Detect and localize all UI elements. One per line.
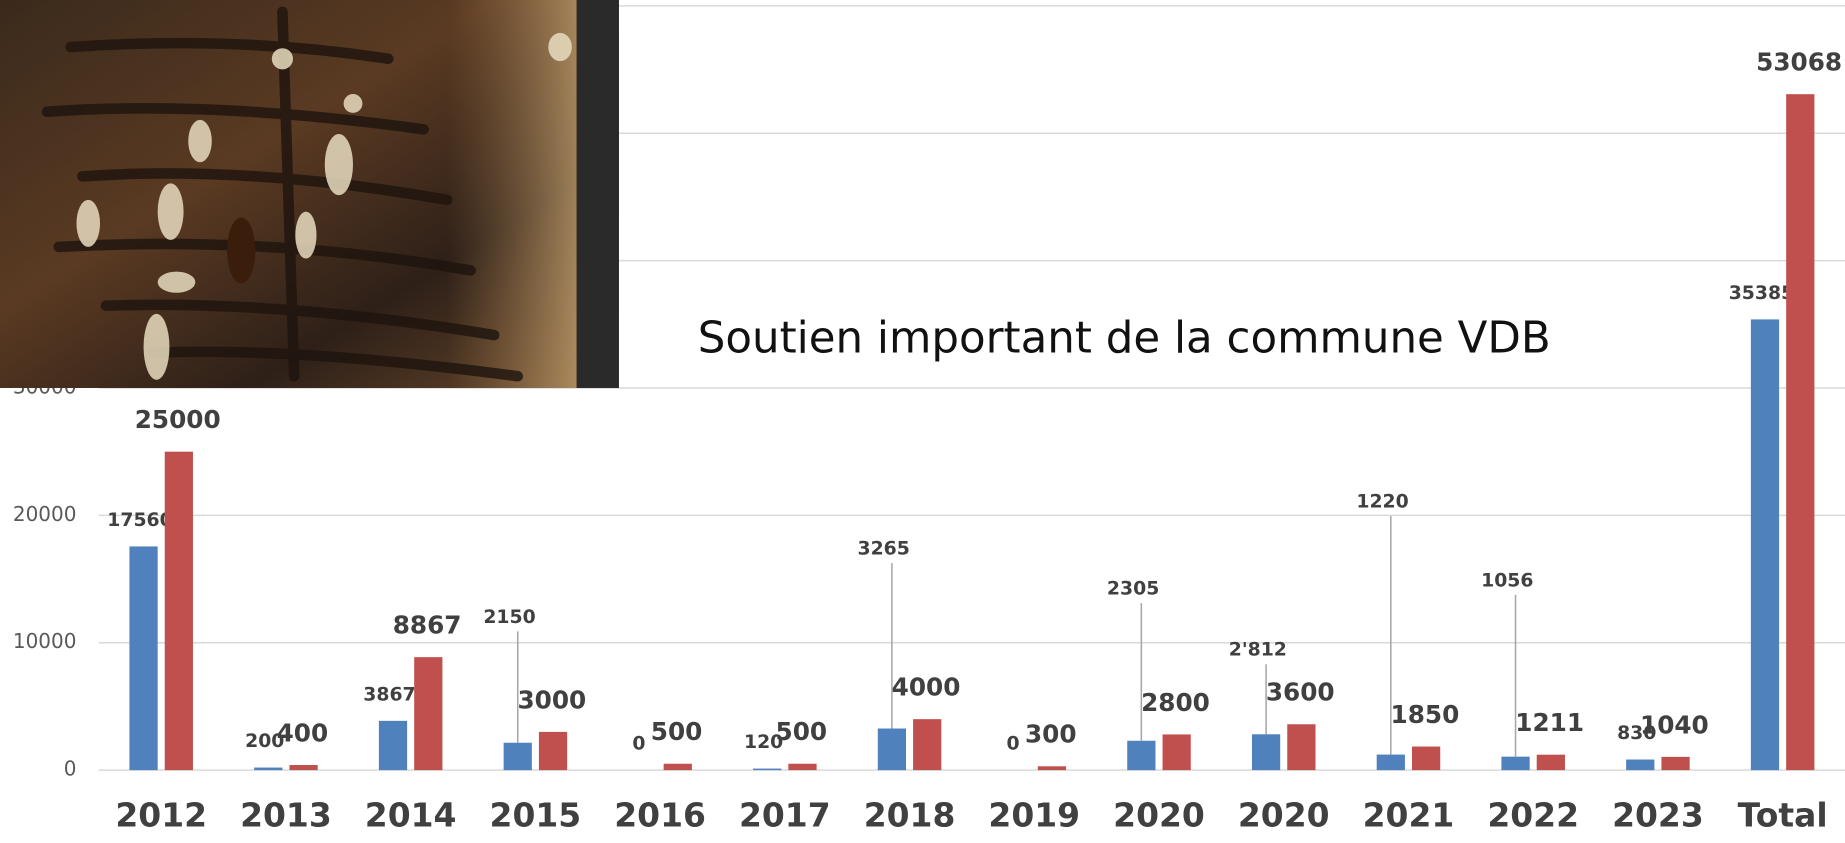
x-tick-label: 2013 [240,796,332,835]
bar [788,764,816,770]
value-label: 300 [1025,720,1077,749]
y-tick-label: 10000 [13,629,77,653]
bar [878,729,906,771]
value-label: 0 [632,734,645,755]
value-label: 1040 [1640,710,1709,739]
value-label: 500 [651,717,703,746]
x-tick-label: 2014 [365,796,457,835]
y-tick-label: 0 [64,757,77,781]
bar [1127,741,1155,770]
value-label: 2150 [483,607,535,628]
x-tick-label: 2017 [739,796,831,835]
value-label: 35385 [1729,283,1794,304]
x-tick-label: Total [1738,796,1828,835]
bar [1412,747,1440,771]
value-label: 0 [1007,734,1020,755]
bar [664,764,692,770]
x-tick-label: 2018 [864,796,956,835]
chart: 0100002000030000400005000060000201217560… [0,0,1845,843]
bar [1537,755,1565,770]
page: {"chart_data": { "type": "bar", "annotat… [0,0,1845,843]
bar [379,721,407,770]
photo [0,0,619,388]
bar [504,743,532,770]
value-label: 400 [277,718,329,747]
value-label: 2800 [1141,688,1210,717]
bar [1786,94,1814,770]
annotation: Soutien important de la commune VDB [698,313,1551,363]
value-label: 8867 [393,611,462,640]
value-label: 1211 [1515,708,1584,737]
bar [1501,757,1529,770]
value-label: 17560 [107,510,172,531]
value-label: 3000 [517,685,586,714]
value-label: 25000 [135,405,221,434]
bar [1661,757,1689,770]
x-tick-label: 2020 [1238,796,1330,835]
x-tick-label: 2023 [1612,796,1704,835]
value-label: 53068 [1756,48,1842,77]
x-tick-label: 2022 [1487,796,1579,835]
value-label: 1220 [1356,492,1408,513]
bar [1252,734,1280,770]
value-label: 1056 [1481,570,1533,591]
value-label: 3600 [1266,678,1335,707]
y-tick-label: 20000 [13,502,77,526]
x-tick-label: 2020 [1113,796,1205,835]
bar [414,657,442,770]
x-tick-label: 2019 [988,796,1080,835]
bar [1377,755,1405,771]
bar [129,546,157,770]
value-label: 2305 [1107,579,1159,600]
bar [753,769,781,771]
value-label: 3867 [363,684,415,705]
bar [1751,319,1779,770]
x-tick-label: 2015 [490,796,582,835]
value-label: 4000 [892,673,961,702]
value-label: 1850 [1391,700,1460,729]
bar [539,732,567,770]
x-tick-label: 2021 [1363,796,1455,835]
bar [289,765,317,770]
value-label: 500 [776,717,828,746]
bar [1626,760,1654,771]
value-label: 3265 [857,539,909,560]
bar [1287,724,1315,770]
bar [1038,766,1066,770]
x-tick-label: 2012 [115,796,207,835]
bar [913,719,941,770]
bar [1163,734,1191,770]
bar [165,452,193,770]
bar [254,768,282,771]
value-label: 2'812 [1229,640,1287,661]
x-tick-label: 2016 [614,796,706,835]
